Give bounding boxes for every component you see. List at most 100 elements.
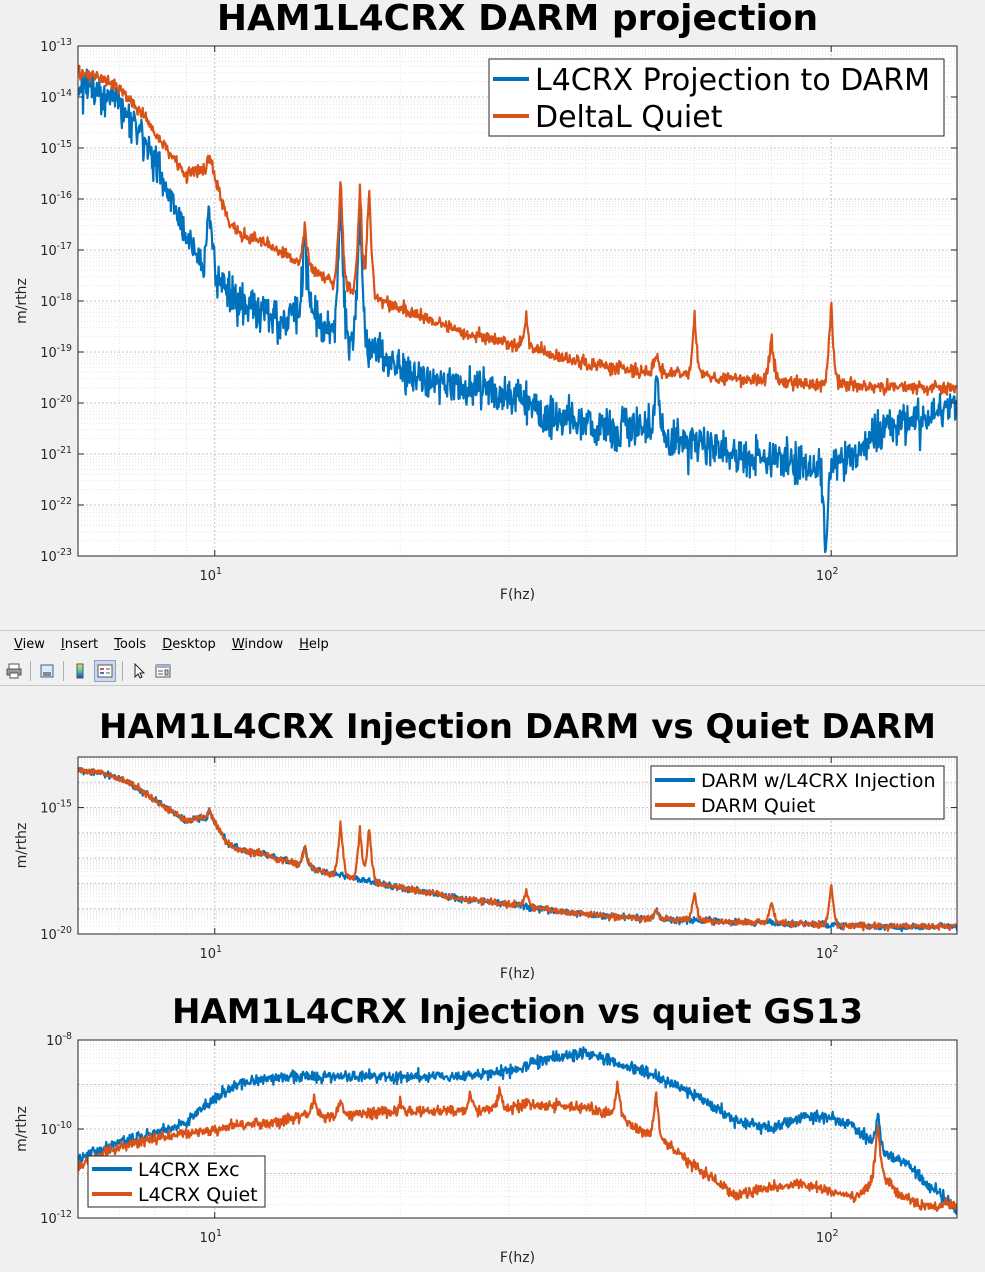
y-tick-exp: -19 (57, 343, 72, 354)
y-tick-label: 10-20 (40, 394, 72, 412)
series-line-1 (78, 68, 957, 554)
y-tick-label: 10-14 (40, 88, 72, 106)
chart-title: HAM1L4CRX DARM projection (217, 0, 818, 39)
menu-bar: View Insert Tools Desktop Window Help (0, 630, 985, 658)
y-tick-label: 10-19 (40, 343, 72, 361)
y-tick-base: 10 (40, 91, 57, 106)
y-tick-exp: -15 (57, 139, 72, 150)
y-tick-exp: -22 (57, 496, 72, 507)
figure-darm-projection: 101 102 10-13 10-14 10-15 10-16 10-17 10-18 10-1… (0, 0, 985, 628)
y-tick-base: 10 (40, 244, 57, 259)
x-tick-exp: 1 (216, 1228, 222, 1239)
menu-window[interactable]: Window (231, 636, 284, 652)
y-tick-exp: -14 (57, 88, 72, 99)
y-tick-base: 10 (40, 193, 57, 208)
y-tick-label: 10-23 (40, 547, 72, 565)
x-tick-base: 10 (200, 1231, 217, 1246)
toolbar-separator (63, 661, 64, 681)
y-tick-exp: -20 (57, 925, 72, 936)
menu-view[interactable]: View (14, 636, 45, 652)
series-line-2 (78, 1080, 957, 1212)
chart-title: HAM1L4CRX Injection DARM vs Quiet DARM (99, 707, 936, 747)
legend-label-2: L4CRX Quiet (138, 1184, 258, 1206)
y-tick-label: 10-21 (40, 445, 72, 463)
y-tick-exp: -13 (57, 37, 72, 48)
legend-icon[interactable] (94, 660, 116, 682)
x-tick-exp: 1 (216, 566, 222, 577)
y-tick-label: 10-10 (40, 1120, 72, 1138)
x-tick-exp: 2 (832, 944, 838, 955)
chart-title: HAM1L4CRX Injection vs quiet GS13 (172, 992, 863, 1032)
x-axis-label: F(hz) (500, 966, 535, 982)
series-line-2 (78, 64, 957, 397)
y-tick-exp: -17 (57, 241, 72, 252)
y-axis-label: m/rthz (14, 278, 30, 324)
x-axis-label: F(hz) (500, 587, 535, 603)
y-tick-base: 10 (40, 499, 57, 514)
y-axis-label: m/rthz (14, 823, 30, 869)
y-tick-exp: -18 (57, 292, 72, 303)
y-tick-base: 10 (40, 550, 57, 565)
menu-tools[interactable]: Tools (114, 636, 147, 652)
legend-box (650, 765, 945, 820)
y-tick-label: 10-20 (40, 925, 72, 943)
axes-box (77, 756, 958, 935)
y-tick-label: 10-15 (40, 799, 72, 817)
figure-injection-vs-quiet-darm: 101 102 10-15 10-20 HAM1L4CRX Injection DARM… (0, 686, 985, 984)
figure-injection-vs-quiet-gs13: 101 102 10-8 10-10 10-12 HAM1L4CRX Injection … (0, 984, 985, 1272)
y-tick-base: 10 (40, 295, 57, 310)
x-tick-label: 102 (816, 1228, 839, 1246)
series-line-2 (78, 767, 957, 932)
y-tick-label: 10-12 (40, 1209, 72, 1227)
y-tick-base: 10 (40, 397, 57, 412)
y-tick-label: 10-13 (40, 37, 72, 55)
legend-label-1: L4CRX Exc (138, 1159, 240, 1181)
menu-help[interactable]: Help (299, 636, 329, 652)
pointer-icon[interactable] (129, 661, 149, 681)
legend-label-2: DARM Quiet (701, 795, 815, 817)
y-tick-base: 10 (46, 1034, 63, 1049)
x-tick-label: 101 (200, 1228, 223, 1246)
toolbar-separator (122, 661, 123, 681)
y-tick-label: 10-18 (40, 292, 72, 310)
x-tick-label: 101 (200, 566, 223, 584)
y-tick-base: 10 (40, 142, 57, 157)
y-tick-exp: -23 (57, 547, 72, 558)
y-tick-exp: -8 (63, 1031, 72, 1042)
legend-box (488, 58, 945, 137)
y-tick-base: 10 (40, 928, 57, 943)
property-editor-icon[interactable] (153, 661, 173, 681)
y-tick-label: 10-22 (40, 496, 72, 514)
legend-box (87, 1155, 266, 1208)
legend-label-2: DeltaL Quiet (535, 100, 723, 135)
toolbar-separator (30, 661, 31, 681)
x-tick-base: 10 (200, 569, 217, 584)
x-tick-base: 10 (816, 1231, 833, 1246)
x-tick-base: 10 (816, 569, 833, 584)
y-tick-label: 10-17 (40, 241, 72, 259)
x-tick-exp: 2 (832, 1228, 838, 1239)
menu-insert[interactable]: Insert (60, 636, 99, 652)
chart-darm-projection: 101 10210-1310-1410-1510-1610-1710-1810-1… (14, 0, 958, 603)
x-tick-exp: 2 (832, 566, 838, 577)
y-tick-base: 10 (40, 40, 57, 55)
y-tick-label: 10-8 (46, 1031, 72, 1049)
y-tick-exp: -20 (57, 394, 72, 405)
x-tick-base: 10 (200, 947, 217, 962)
y-tick-label: 10-15 (40, 139, 72, 157)
x-tick-label: 101 (200, 944, 223, 962)
y-tick-base: 10 (40, 1212, 57, 1227)
x-tick-base: 10 (816, 947, 833, 962)
colorbar-icon[interactable] (70, 661, 90, 681)
menu-desktop[interactable]: Desktop (162, 636, 216, 652)
print-preview-icon[interactable] (37, 661, 57, 681)
y-tick-base: 10 (40, 802, 57, 817)
x-tick-label: 102 (816, 566, 839, 584)
print-icon[interactable] (4, 661, 24, 681)
y-axis-label: m/rthz (14, 1106, 30, 1152)
series-line-1 (78, 1046, 957, 1215)
legend-label-1: L4CRX Projection to DARM (535, 63, 930, 98)
x-axis-label: F(hz) (500, 1250, 535, 1266)
legend-label-1: DARM w/L4CRX Injection (701, 770, 936, 792)
